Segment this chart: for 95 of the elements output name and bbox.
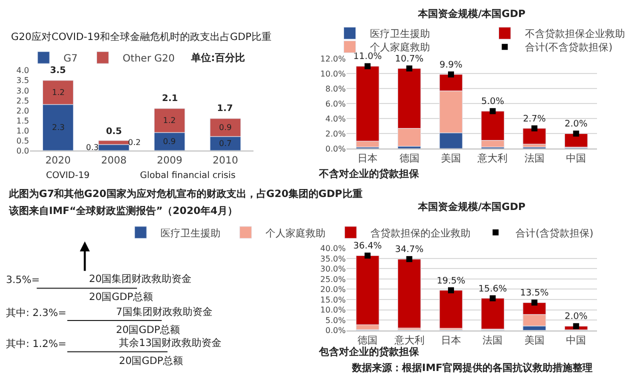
y-tick-label: 12.0% — [320, 54, 346, 64]
text: 7国集团财政救助资金 — [116, 306, 212, 318]
data-label: 2.7% — [522, 114, 546, 124]
total-label: 1.7 — [217, 104, 233, 114]
text: 20国GDP总额 — [119, 355, 184, 367]
data-label: 2.0% — [564, 120, 588, 130]
x-tick-label: 2009 — [156, 156, 182, 167]
y-tick-label: 4.0 — [16, 66, 30, 76]
chart-title: G20应对COVID-19和全球金融危机时的政支出占GDP比重 — [11, 31, 272, 43]
legend-label: 个人家庭救助 — [266, 227, 326, 240]
data-label: 19.5% — [436, 276, 466, 286]
x-tick-label: 德国 — [399, 154, 420, 165]
data-label: 5.0% — [481, 97, 505, 108]
y-tick-label: 6.0% — [325, 99, 346, 108]
y-tick-label: 10.0% — [320, 69, 346, 78]
text: 20国GDP总额 — [89, 291, 154, 303]
x-tick-label: 中国 — [566, 152, 586, 165]
legend-label: 合计(不含贷款担保) — [524, 42, 613, 54]
data-label: 1.2 — [52, 88, 65, 97]
data-label: 15.6% — [478, 284, 508, 294]
y-tick-label: 2.0 — [16, 106, 30, 116]
text: 不含对企业的贷款担保 — [318, 168, 420, 180]
text: Global financial crisis — [140, 171, 236, 181]
y-tick-label: 0.5 — [16, 136, 30, 146]
y-tick-label: 0.0% — [325, 326, 346, 336]
x-tick-label: 日本 — [440, 334, 461, 346]
y-tick-label: 2.5 — [16, 96, 30, 106]
legend-label: G7 — [64, 53, 78, 64]
data-label: 11.0% — [353, 52, 382, 62]
y-tick-label: 0.0% — [325, 144, 346, 154]
data-label: 0.7 — [219, 139, 232, 148]
text: 此图为G7和其他G20国家为应对危机宣布的财政支出，占G20集团的GDP比重 — [8, 188, 362, 200]
x-tick-label: 美国 — [524, 334, 544, 346]
text: 其中: 1.2%= — [6, 338, 66, 350]
text: 单位:百分比 — [190, 52, 245, 64]
x-tick-label: 日本 — [358, 152, 378, 165]
legend-label: Other G20 — [122, 53, 175, 64]
text: 其余13国财政救助资金 — [119, 337, 222, 349]
text: 20国GDP总额 — [116, 324, 180, 336]
x-tick-label: 中国 — [566, 334, 586, 346]
x-tick-label: 2008 — [101, 156, 127, 167]
y-tick-label: 20.0% — [320, 285, 346, 294]
y-tick-label: 4.0% — [325, 114, 346, 124]
x-tick-label: 德国 — [358, 335, 378, 346]
total-label: 0.5 — [106, 127, 122, 137]
total-label: 3.5 — [50, 66, 66, 76]
total-label: 2.1 — [162, 94, 178, 104]
x-tick-label: 法国 — [524, 152, 544, 165]
text: COVID-19 — [46, 171, 90, 181]
legend-label: 医疗卫生援助 — [370, 28, 430, 40]
x-tick-label: 意大利 — [393, 334, 424, 346]
y-tick-label: 30.0% — [320, 264, 346, 274]
text: 其中: 2.3%= — [6, 307, 66, 319]
legend-label: 不含贷款担保企业救助 — [524, 28, 625, 40]
text: 20国集团财政救助资金 — [89, 273, 192, 285]
data-label: 2.3 — [52, 123, 65, 132]
x-tick-label: 法国 — [482, 334, 503, 346]
data-label: 1.2 — [163, 116, 176, 125]
data-label: 0.9 — [163, 137, 176, 146]
text: 3.5%= — [6, 275, 40, 286]
y-tick-label: 10.0% — [320, 306, 346, 315]
y-tick-label: 3.0 — [16, 86, 30, 96]
data-label: 2.0% — [564, 312, 588, 322]
data-label: 13.5% — [520, 288, 550, 299]
data-label: 0.2 — [128, 138, 141, 147]
data-label: 0.3 — [86, 143, 99, 152]
y-tick-label: 1.0 — [16, 126, 30, 136]
data-label: 10.7% — [394, 54, 424, 64]
data-label: 9.9% — [440, 60, 463, 70]
y-tick-label: 35.0% — [320, 254, 346, 264]
y-tick-label: 2.0% — [325, 129, 346, 138]
x-tick-label: 美国 — [440, 152, 461, 165]
x-tick-label: 2020 — [45, 156, 71, 167]
source-note: 数据来源：根据IMF官网提供的各国抗议救助措施整理 — [351, 362, 593, 374]
data-label: 36.4% — [353, 242, 382, 252]
x-tick-label: 意大利 — [476, 152, 508, 165]
text: 包含对企业的贷款担保 — [318, 346, 420, 358]
legend-label: 个人家庭救助 — [370, 42, 430, 54]
text: 该图来自IMF“全球财政监测报告”（2020年4月） — [8, 205, 238, 217]
legend-label: 医疗卫生援助 — [160, 227, 221, 240]
data-label: 34.7% — [394, 245, 424, 256]
y-tick-label: 8.0% — [325, 84, 346, 94]
y-tick-label: 1.5 — [16, 116, 30, 126]
data-label: 0.9 — [219, 123, 232, 132]
chart-title: 本国资金规模/本国GDP — [417, 8, 526, 20]
y-tick-label: 5.0% — [325, 316, 346, 325]
x-tick-label: 2010 — [212, 156, 238, 167]
legend-label: 合计(含贷款担保) — [516, 227, 594, 240]
y-tick-label: 40.0% — [320, 244, 346, 254]
y-tick-label: 15.0% — [320, 295, 346, 304]
y-tick-label: 0.0 — [16, 146, 30, 156]
y-tick-label: 25.0% — [320, 274, 346, 284]
legend-label: 含贷款担保的企业救助 — [370, 227, 471, 240]
y-tick-label: 3.5 — [16, 76, 30, 86]
chart-title: 本国资金规模/本国GDP — [417, 201, 526, 213]
